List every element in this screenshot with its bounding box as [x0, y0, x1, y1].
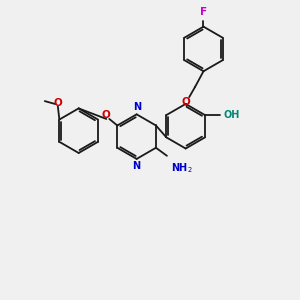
Text: O: O	[102, 110, 111, 120]
Text: NH$_2$: NH$_2$	[171, 161, 193, 175]
Text: O: O	[182, 97, 190, 106]
Text: N: N	[132, 161, 140, 171]
Text: O: O	[53, 98, 62, 108]
Text: F: F	[200, 7, 207, 17]
Text: OH: OH	[224, 110, 240, 120]
Text: N: N	[133, 102, 141, 112]
